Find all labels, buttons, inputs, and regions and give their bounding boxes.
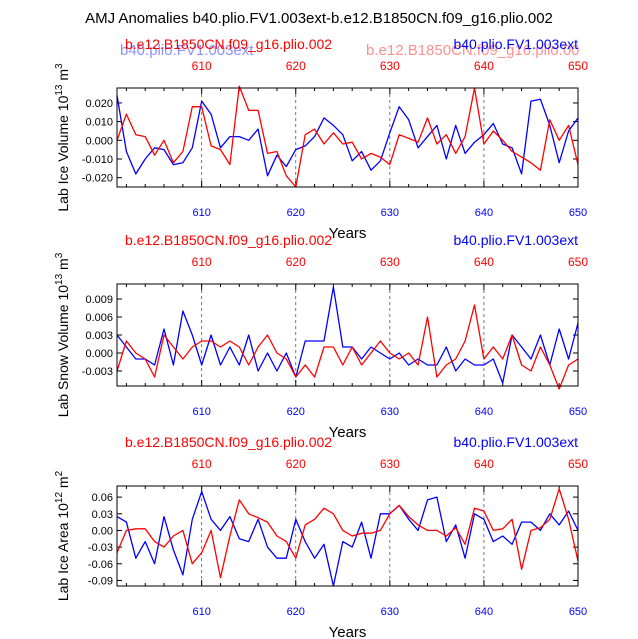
y-axis-label-unit-exponent: 3 <box>54 63 65 69</box>
y-axis-label-exponent: 13 <box>54 84 65 96</box>
series-title-left: b.e12.B1850CN.f09_g16.plio.002 <box>125 434 332 450</box>
series-line-blue <box>116 490 579 587</box>
x-tick-label-top: 630 <box>380 59 400 73</box>
x-tick-label-bottom: 620 <box>287 606 305 618</box>
series-line-blue <box>116 286 579 384</box>
x-tick-label-bottom: 630 <box>381 406 399 418</box>
ghost-right-title: b.e12.B1850CN.f09_g16.plio.00 <box>366 42 580 59</box>
x-tick-label-top: 650 <box>568 255 588 269</box>
y-tick-label: 0.000 <box>85 135 113 147</box>
x-tick-label-top: 640 <box>474 255 494 269</box>
y-tick-label: -0.09 <box>88 575 113 587</box>
x-tick-label-top: 610 <box>192 59 212 73</box>
y-tick-label: 0.000 <box>85 348 113 360</box>
x-tick-label-bottom: 650 <box>569 406 587 418</box>
x-tick-label-bottom: 650 <box>569 606 587 618</box>
series-title-left: b.e12.B1850CN.f09_g16.plio.002 <box>125 36 332 52</box>
x-tick-label-bottom: 640 <box>475 406 493 418</box>
y-axis-label-unit: m <box>55 69 71 85</box>
x-tick-label-bottom: 610 <box>192 606 210 618</box>
x-axis-label: Years <box>329 225 367 242</box>
chart-panel-3: b.e12.B1850CN.f09_g16.plio.002 b40.plio.F… <box>54 434 588 639</box>
series-line-red <box>116 488 579 579</box>
y-tick-label: 0.009 <box>85 294 113 306</box>
x-tick-label-bottom: 620 <box>287 406 305 418</box>
plot-frame <box>116 87 579 188</box>
x-tick-label-top: 610 <box>192 457 212 471</box>
x-tick-label-top: 610 <box>192 255 212 269</box>
y-tick-label: 0.020 <box>85 98 113 110</box>
plot-frame <box>116 283 579 387</box>
y-tick-label: 0.010 <box>85 117 113 129</box>
y-axis-label: Lab Ice Area 1012 m2 <box>54 470 71 601</box>
y-axis-label-unit-exponent: 3 <box>54 252 65 258</box>
series-title-right: b40.plio.FV1.003ext <box>453 434 578 450</box>
series-line-red <box>116 304 579 390</box>
y-axis-label-unit: m <box>55 476 71 492</box>
y-axis-label-text: Lab Snow Volume 10 <box>55 285 71 418</box>
x-tick-label-bottom: 610 <box>192 207 210 219</box>
chart-panel-1: b40.plio.FV1.003ext b.e12.B1850CN.f09_g16… <box>54 36 588 242</box>
panels-group: b40.plio.FV1.003ext b.e12.B1850CN.f09_g16… <box>54 36 588 639</box>
y-tick-label: 0.00 <box>92 525 113 537</box>
y-axis-label-unit: m <box>55 258 71 274</box>
ghost-left-title: b40.plio.FV1.003ext <box>120 42 254 59</box>
x-tick-label-bottom: 620 <box>287 207 305 219</box>
x-tick-label-bottom: 630 <box>381 207 399 219</box>
series-line-blue <box>116 95 579 177</box>
y-tick-label: 0.03 <box>92 509 113 521</box>
y-tick-label: -0.003 <box>82 366 113 378</box>
plot-frame <box>116 485 579 587</box>
y-tick-label: -0.03 <box>88 542 113 554</box>
series-title-left: b.e12.B1850CN.f09_g16.plio.002 <box>125 232 332 248</box>
y-axis-label-exponent: 12 <box>54 492 65 504</box>
series-line-red <box>116 85 579 188</box>
y-tick-label: -0.010 <box>82 154 113 166</box>
chart-panel-2: b.e12.B1850CN.f09_g16.plio.002 b40.plio.F… <box>54 232 588 441</box>
y-tick-label: 0.06 <box>92 492 113 504</box>
y-tick-label: 0.006 <box>85 312 113 324</box>
y-tick-label: 0.003 <box>85 330 113 342</box>
y-axis-label-text: Lab Ice Area 10 <box>55 503 71 601</box>
x-tick-label-top: 620 <box>286 457 306 471</box>
y-tick-label: -0.020 <box>82 173 113 185</box>
y-axis-label-exponent: 13 <box>54 273 65 285</box>
series-title-right: b40.plio.FV1.003ext <box>453 36 578 52</box>
x-tick-label-bottom: 640 <box>475 606 493 618</box>
figure-title: AMJ Anomalies b40.plio.FV1.003ext-b.e12.… <box>85 10 553 27</box>
x-tick-label-bottom: 630 <box>381 606 399 618</box>
x-tick-label-top: 640 <box>474 59 494 73</box>
y-axis-label-unit-exponent: 2 <box>54 470 65 476</box>
x-tick-label-bottom: 640 <box>475 207 493 219</box>
series-title-right: b40.plio.FV1.003ext <box>453 232 578 248</box>
y-axis-label: Lab Snow Volume 1013 m3 <box>54 252 71 417</box>
x-tick-label-top: 650 <box>568 457 588 471</box>
x-tick-label-top: 630 <box>380 457 400 471</box>
x-tick-label-top: 620 <box>286 59 306 73</box>
y-axis-label: Lab Ice Volume 1013 m3 <box>54 63 71 212</box>
x-axis-label: Years <box>329 624 367 639</box>
x-tick-label-top: 640 <box>474 457 494 471</box>
x-tick-label-bottom: 650 <box>569 207 587 219</box>
y-tick-label: -0.06 <box>88 559 113 571</box>
y-axis-label-text: Lab Ice Volume 10 <box>55 95 71 211</box>
x-tick-label-top: 620 <box>286 255 306 269</box>
x-axis-label: Years <box>329 424 367 441</box>
x-tick-label-top: 630 <box>380 255 400 269</box>
x-tick-label-top: 650 <box>568 59 588 73</box>
x-tick-label-bottom: 610 <box>192 406 210 418</box>
